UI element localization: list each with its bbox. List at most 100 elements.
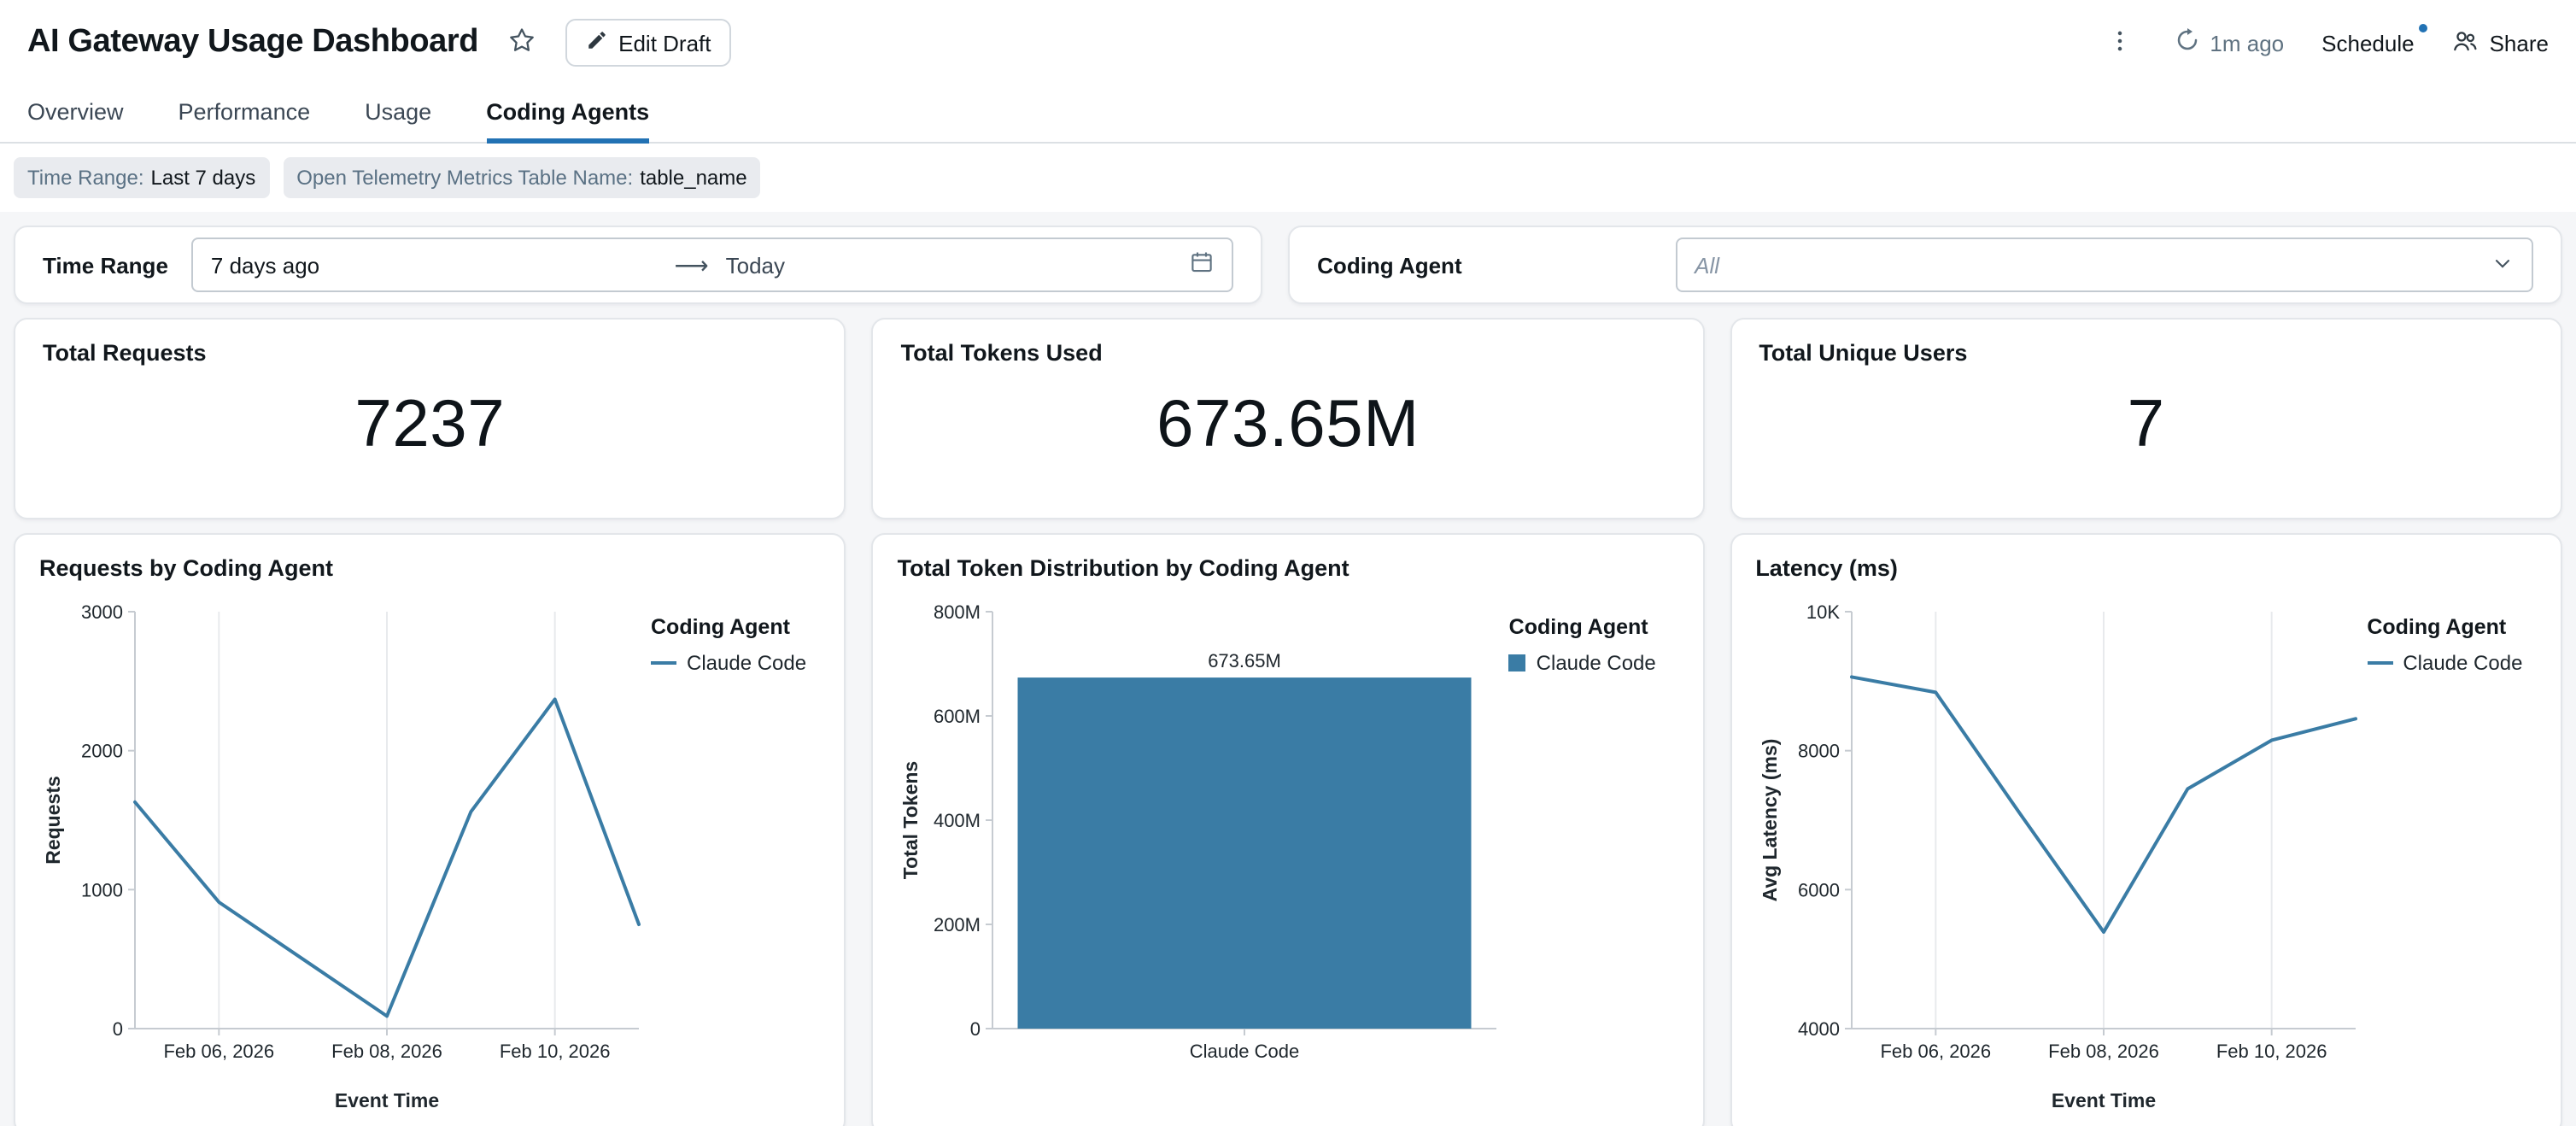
coding-agent-filter-label: Coding Agent [1317,252,1462,278]
legend-label: Claude Code [2403,651,2523,675]
svg-text:673.65M: 673.65M [1209,650,1282,671]
kebab-menu-button[interactable] [2102,23,2136,62]
chart-title: Requests by Coding Agent [39,555,334,581]
legend-title: Coding Agent [2367,615,2507,639]
svg-text:Avg Latency (ms): Avg Latency (ms) [1758,739,1780,902]
star-icon [507,26,536,60]
schedule-button[interactable]: Schedule [2321,23,2428,56]
refresh-icon [2174,27,2199,58]
requests-line-chart: 0 1000 2000 3000 Feb 06, 2026 Feb 08, 2026 Feb… [39,588,651,1126]
svg-text:400M: 400M [934,810,981,831]
kpi-card-total-requests: Total Requests 7237 [14,318,846,519]
kpi-card-unique-users: Total Unique Users 7 [1730,318,2562,519]
svg-text:0: 0 [113,1018,123,1040]
svg-text:Feb 10, 2026: Feb 10, 2026 [2216,1041,2327,1062]
svg-text:Feb 08, 2026: Feb 08, 2026 [2047,1041,2158,1062]
tab-overview[interactable]: Overview [27,99,124,125]
dashboard-canvas: Time Range 7 days ago ⟶ Today Coding Age… [0,212,2576,1126]
tab-usage[interactable]: Usage [365,99,432,125]
refresh-button[interactable]: 1m ago [2174,27,2284,58]
svg-text:10K: 10K [1806,601,1839,623]
dashboard-title: AI Gateway Usage Dashboard [27,24,479,60]
svg-text:Feb 10, 2026: Feb 10, 2026 [500,1041,611,1062]
coding-agent-filter-card: Coding Agent All [1288,226,2562,304]
svg-text:600M: 600M [934,706,981,727]
share-people-icon [2452,26,2479,59]
token-distribution-bar-chart: 0 200M 400M 600M 800M 673.65M Claude Code Total… [898,588,1509,1126]
chart-body: 0 1000 2000 3000 Feb 06, 2026 Feb 08, 2026 Feb… [39,588,821,1126]
share-button[interactable]: Share [2452,26,2549,59]
time-range-filter-card: Time Range 7 days ago ⟶ Today [14,226,1263,304]
kpi-card-total-tokens: Total Tokens Used 673.65M [871,318,1705,519]
tab-coding-agents[interactable]: Coding Agents [486,85,650,144]
chart-title: Latency (ms) [1755,555,1898,581]
svg-text:1000: 1000 [81,879,123,900]
share-label: Share [2489,30,2549,56]
svg-text:200M: 200M [934,914,981,935]
kpi-title: Total Tokens Used [900,340,1103,366]
svg-text:Feb 08, 2026: Feb 08, 2026 [331,1041,442,1062]
kpi-value: 7237 [354,387,506,460]
legend-title: Coding Agent [1508,615,1648,639]
latency-line-chart: 4000 6000 8000 10K Feb 06, 2026 Feb 08, 2026 F… [1755,588,2367,1126]
chart-card-requests: Requests by Coding Agent 0 1000 2000 3000 Fe… [14,533,846,1126]
chart-title: Total Token Distribution by Coding Agent [897,555,1349,581]
filter-chip-table-name[interactable]: Open Telemetry Metrics Table Name: table… [283,157,761,198]
kpi-value: 673.65M [1156,387,1420,460]
filter-chip-time-range[interactable]: Time Range: Last 7 days [14,157,270,198]
chip-label: Time Range: [27,166,144,190]
svg-text:Event Time: Event Time [2051,1089,2155,1111]
chart-legend: Coding Agent Claude Code [2367,588,2541,1126]
chip-value: table_name [640,166,747,190]
coding-agent-select[interactable]: All [1676,238,2533,292]
schedule-notification-dot [2419,23,2428,32]
chart-legend: Coding Agent Claude Code [651,588,825,1126]
edit-draft-button[interactable]: Edit Draft [565,19,732,67]
legend-line-marker [2367,661,2393,665]
legend-line-marker [651,661,676,665]
chip-label: Open Telemetry Metrics Table Name: [296,166,634,190]
svg-text:Requests: Requests [42,776,64,865]
legend-square-marker [1508,654,1526,671]
header: AI Gateway Usage Dashboard Edit Draft [0,0,2576,85]
kpi-value: 7 [2127,387,2165,460]
time-range-filter-label: Time Range [43,252,168,278]
kpi-row: Total Requests 7237 Total Tokens Used 67… [14,318,2562,519]
chevron-down-icon [2491,250,2515,279]
calendar-icon[interactable] [1189,249,1215,280]
svg-text:Event Time: Event Time [335,1089,439,1111]
header-right: 1m ago Schedule Share [2102,23,2549,62]
edit-draft-label: Edit Draft [618,30,711,56]
legend-label: Claude Code [687,651,807,675]
svg-text:8000: 8000 [1797,741,1839,762]
svg-text:Feb 06, 2026: Feb 06, 2026 [163,1041,274,1062]
svg-text:Feb 06, 2026: Feb 06, 2026 [1880,1041,1991,1062]
legend-item[interactable]: Claude Code [2367,651,2541,675]
chart-body: 0 200M 400M 600M 800M 673.65M Claude Code Total… [898,588,1679,1126]
svg-text:Total Tokens: Total Tokens [900,761,922,879]
favorite-star-button[interactable] [504,22,540,63]
chip-value: Last 7 days [150,166,256,190]
date-range-start-value: 7 days ago [210,252,320,278]
legend-item[interactable]: Claude Code [651,651,825,675]
filters-row: Time Range 7 days ago ⟶ Today Coding Age… [14,226,2562,304]
date-range-end-value: Today [725,252,786,278]
last-refresh-time: 1m ago [2210,30,2285,56]
chart-card-latency: Latency (ms) 4000 6000 8000 10K Feb 06, 2026… [1730,533,2562,1126]
tab-performance[interactable]: Performance [178,99,311,125]
kpi-title: Total Requests [43,340,207,366]
svg-text:4000: 4000 [1797,1018,1839,1040]
legend-item[interactable]: Claude Code [1508,651,1683,675]
svg-text:2000: 2000 [81,741,123,762]
legend-title: Coding Agent [651,615,790,639]
charts-row: Requests by Coding Agent 0 1000 2000 3000 Fe… [14,533,2562,1126]
svg-text:Claude Code: Claude Code [1190,1041,1299,1062]
date-range-input[interactable]: 7 days ago ⟶ Today [191,238,1234,292]
coding-agent-select-value: All [1695,252,1720,278]
filter-chip-row: Time Range: Last 7 days Open Telemetry M… [0,144,2576,212]
svg-text:6000: 6000 [1797,879,1839,900]
svg-text:0: 0 [970,1018,981,1040]
chart-card-token-distribution: Total Token Distribution by Coding Agent… [871,533,1705,1126]
schedule-label: Schedule [2321,30,2415,56]
